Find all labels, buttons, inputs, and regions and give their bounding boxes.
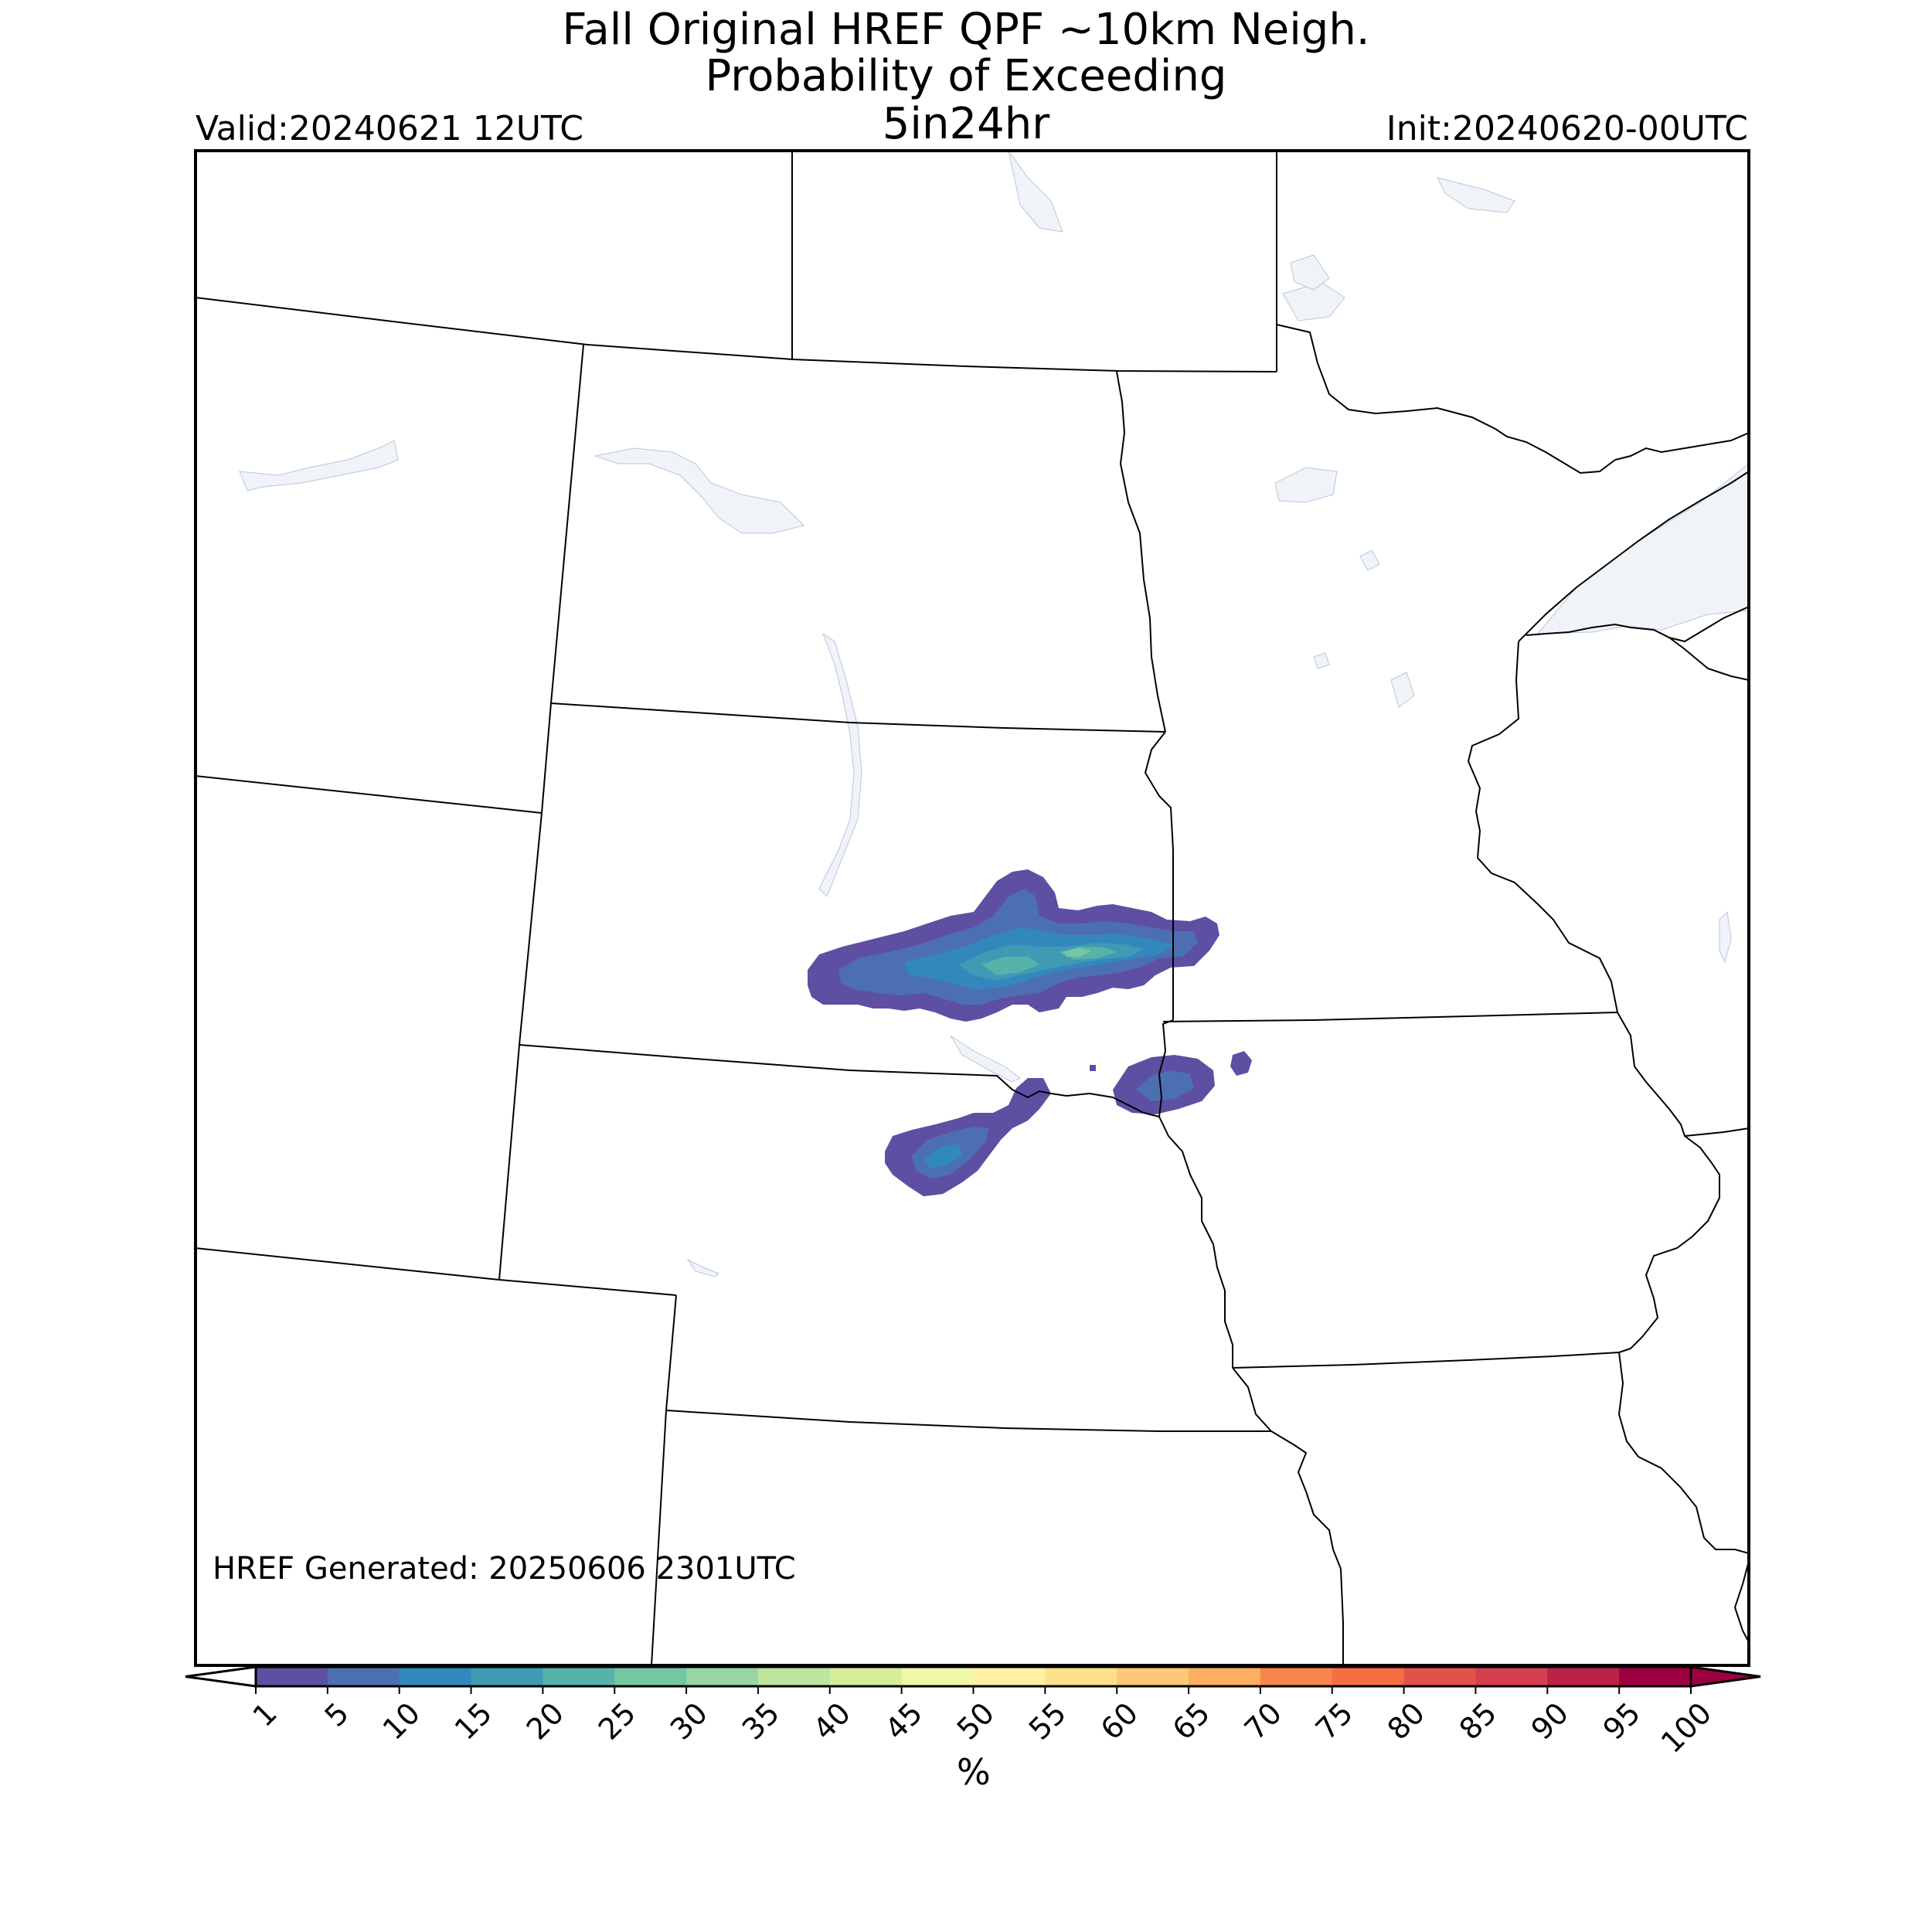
south-dakota-nebraska-border [519, 1044, 1160, 1117]
canada-us-border [196, 297, 1277, 372]
prob-10-15-southern [923, 1144, 962, 1168]
lake-winnebago [1719, 910, 1732, 964]
lewis-clark-lake [686, 1258, 719, 1277]
colorbar-over-triangle [1689, 1665, 1761, 1688]
kansas-missouri-border [1340, 1568, 1344, 1665]
chart-title-line-2: Probability of Exceeding [705, 51, 1227, 101]
iowa-missouri-border [1232, 1352, 1620, 1369]
colorbar-bin [686, 1667, 759, 1686]
south-dakota-minnesota-border [1144, 731, 1174, 1020]
colorbar-bin [256, 1667, 328, 1686]
nebraska-colorado-border [651, 1294, 677, 1665]
generated-timestamp: HREF Generated: 20250606 2301UTC [213, 1551, 796, 1587]
fort-peck-lake [239, 440, 399, 492]
colorbar-bins [256, 1667, 1692, 1686]
colorbar-bin [901, 1667, 974, 1686]
colorbar-bin [973, 1667, 1046, 1686]
colorbar-bin [543, 1667, 615, 1686]
missouri-illinois-border [1617, 1352, 1749, 1643]
wisconsin-michigan-border [1668, 637, 1749, 681]
water-bodies [239, 151, 1749, 1277]
prob-1-5-eastern-dot [1230, 1051, 1252, 1076]
colorbar-bin [1045, 1667, 1117, 1686]
lake-devils [1008, 151, 1063, 233]
colorbar-bin [829, 1667, 903, 1686]
wyoming-colorado-border [196, 1247, 677, 1296]
lake-superior [1536, 463, 1749, 634]
colorbar-bin [614, 1667, 687, 1686]
colorbar-bin [757, 1667, 831, 1686]
prob-25-30-peak [1063, 947, 1091, 957]
probability-shading [808, 869, 1252, 1196]
wyoming-south-dakota-border [498, 1044, 520, 1281]
prob-1-5-isolated-pixel [1090, 1065, 1096, 1071]
minnesota-iowa-border [1162, 1012, 1618, 1022]
lake-oahe [818, 632, 862, 897]
chart-title-line-1: Fall Original HREF QPF ~10km Neigh. [562, 5, 1370, 55]
lake-superior-shore [1518, 471, 1749, 643]
iowa-illinois-border [1618, 1135, 1720, 1353]
lake-sakakawea [594, 447, 804, 534]
nebraska-missouri-border [1232, 1367, 1342, 1570]
prob-5-10-eastern [1136, 1070, 1194, 1101]
colorbar-unit-label: % [957, 1751, 991, 1793]
south-dakota-iowa-border [1158, 1019, 1174, 1117]
colorbar-bin [1475, 1667, 1548, 1686]
north-dakota-south-dakota-border [550, 702, 1166, 733]
montana-wyoming-border [196, 775, 543, 814]
chart-title-threshold: 5in24hr [882, 99, 1050, 149]
map-area [196, 151, 1749, 1665]
iowa-wisconsin-illinois-border [1617, 1012, 1749, 1138]
colorbar-bin [471, 1667, 543, 1686]
colorbar [185, 1665, 1761, 1694]
minnesota-ontario-border [1276, 324, 1749, 474]
lake-francis-case [950, 1035, 1021, 1083]
iowa-nebraska-border [1158, 1116, 1233, 1368]
political-borders [196, 151, 1749, 1665]
minnesota-wisconsin-border [1467, 641, 1618, 1013]
minnesota-small-lakes [1313, 549, 1415, 708]
colorbar-under-triangle [185, 1665, 257, 1688]
map-frame [194, 149, 1750, 1667]
lake-of-the-woods [1290, 254, 1330, 291]
colorbar-bin [327, 1667, 400, 1686]
init-time: Init:20240620-00UTC [1386, 109, 1748, 148]
valid-time: Valid:20240621 12UTC [196, 109, 584, 148]
montana-north-dakota-border [541, 344, 584, 814]
north-dakota-minnesota-border [1116, 371, 1166, 733]
rainy-lake [1437, 177, 1515, 213]
montana-south-dakota-border [519, 812, 543, 1046]
colorbar-bin [1332, 1667, 1405, 1686]
colorbar-bin [1189, 1667, 1261, 1686]
colorbar-bin [1547, 1667, 1620, 1686]
nebraska-kansas-border [665, 1410, 1271, 1432]
colorbar-bin [1403, 1667, 1476, 1686]
mille-lacs [1274, 467, 1338, 503]
colorbar-bin [1619, 1667, 1692, 1686]
colorbar-bin [1260, 1667, 1333, 1686]
colorbar-bin [1117, 1667, 1189, 1686]
colorbar-bin [399, 1667, 472, 1686]
